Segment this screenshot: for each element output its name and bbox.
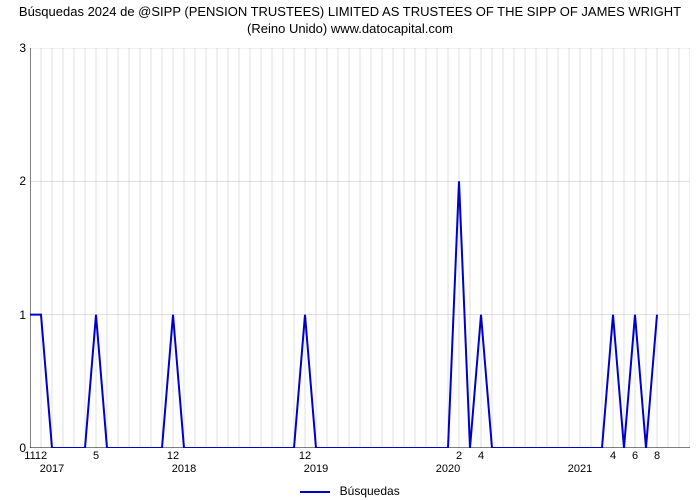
x-tick-label: 12 — [35, 450, 47, 462]
legend-label: Búsquedas — [340, 484, 400, 498]
title-line-2: (Reino Unido) www.datocapital.com — [247, 21, 453, 36]
x-tick-label: 6 — [632, 450, 638, 462]
plot-area — [30, 48, 690, 448]
legend: Búsquedas — [0, 484, 700, 498]
y-tick-label: 2 — [19, 174, 26, 188]
x-tick-label: 4 — [610, 450, 616, 462]
chart-title: Búsquedas 2024 de @SIPP (PENSION TRUSTEE… — [0, 0, 700, 38]
title-line-1: Búsquedas 2024 de @SIPP (PENSION TRUSTEE… — [19, 4, 681, 19]
x-year-label: 2019 — [304, 463, 328, 475]
x-tick-label: 12 — [167, 450, 179, 462]
y-tick-label: 3 — [19, 41, 26, 55]
x-tick-label: 4 — [478, 450, 484, 462]
chart-container: Búsquedas 2024 de @SIPP (PENSION TRUSTEE… — [0, 0, 700, 500]
x-tick-label: 8 — [654, 450, 660, 462]
y-tick-label: 1 — [19, 308, 26, 322]
x-year-label: 2021 — [568, 463, 592, 475]
x-year-label: 2017 — [40, 463, 64, 475]
x-year-label: 2020 — [436, 463, 460, 475]
x-year-label: 2018 — [172, 463, 196, 475]
x-tick-label: 12 — [299, 450, 311, 462]
x-tick-label: 2 — [456, 450, 462, 462]
legend-line-icon — [300, 491, 330, 493]
x-tick-label: 5 — [93, 450, 99, 462]
